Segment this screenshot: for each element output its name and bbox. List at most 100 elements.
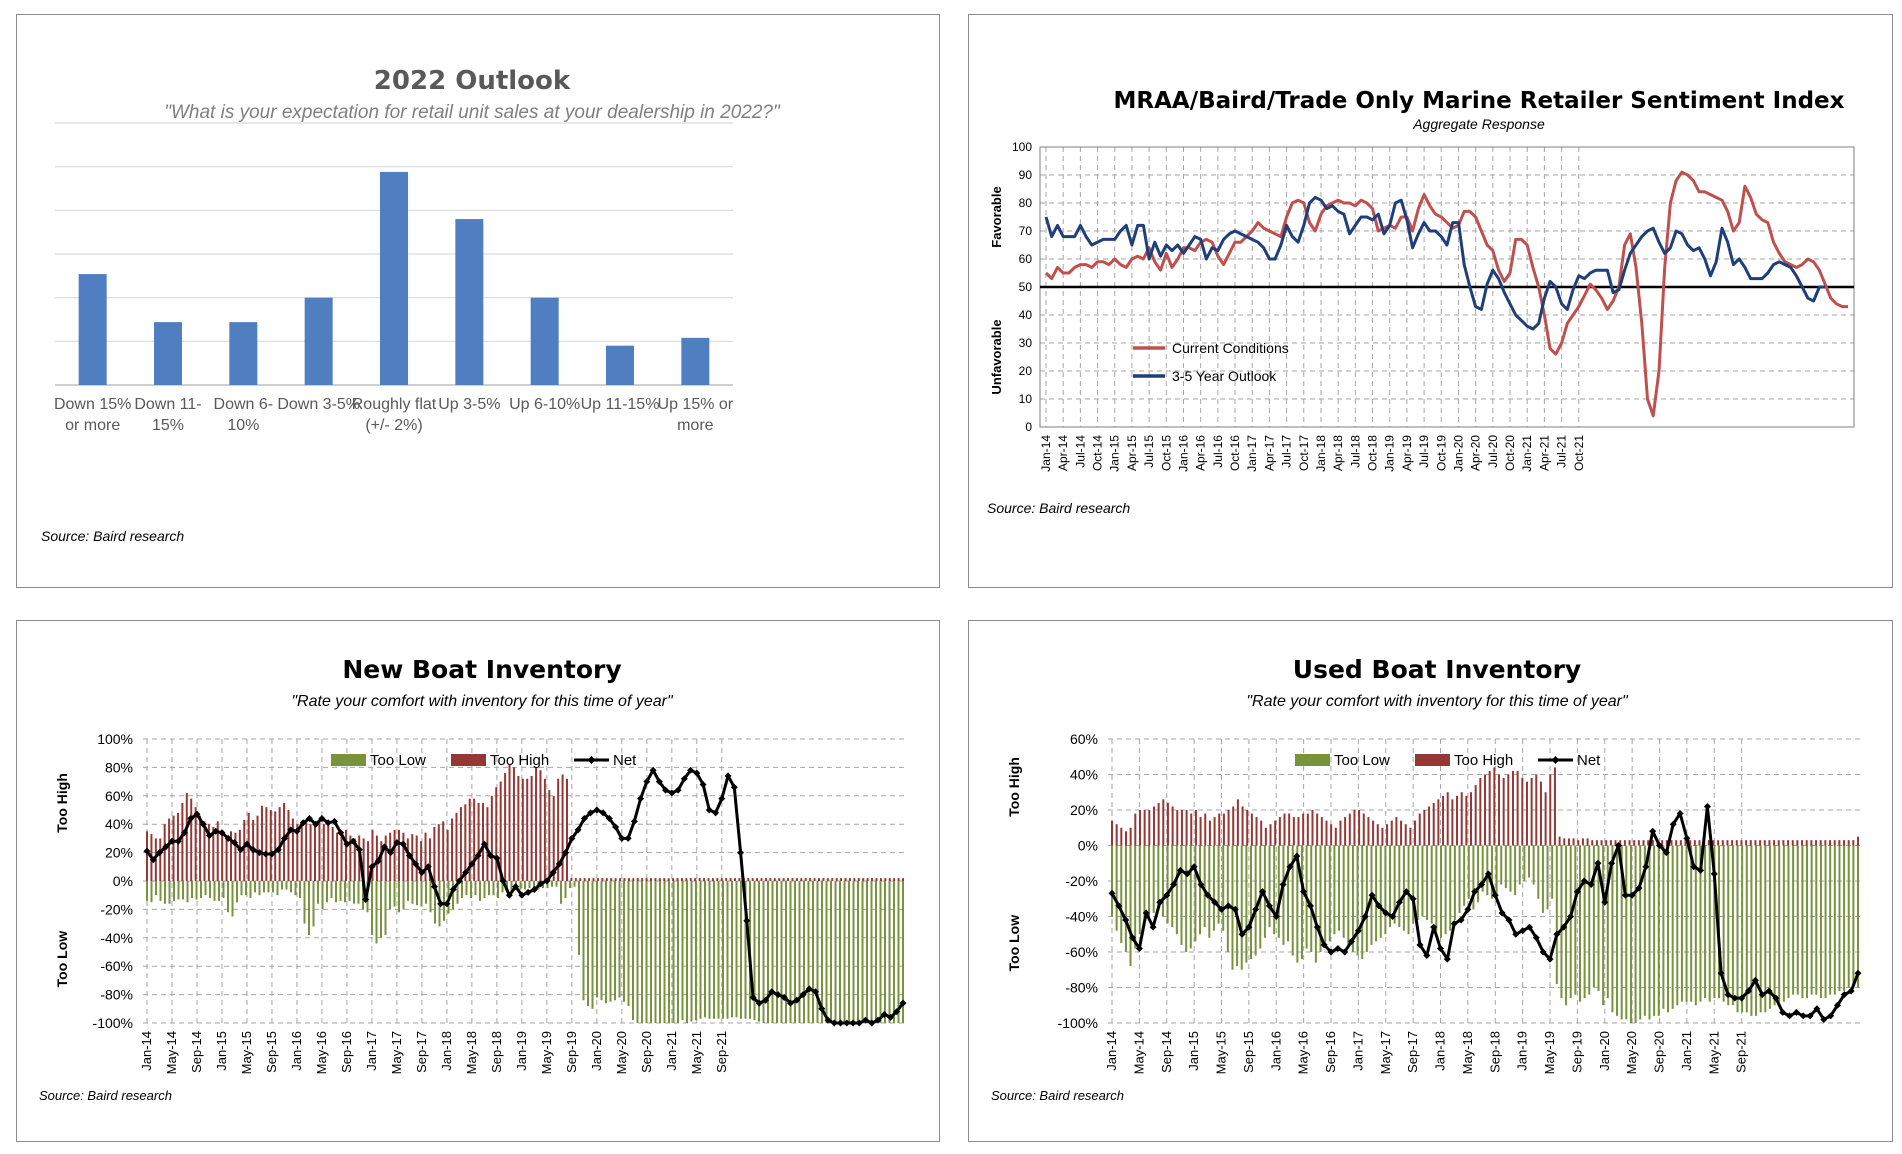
- x-tick-label: Jan-18: [439, 1031, 454, 1071]
- bar: [510, 881, 513, 893]
- bar: [1453, 845, 1456, 921]
- data-point: [1635, 884, 1643, 892]
- bar: [689, 878, 692, 881]
- bar: [1676, 845, 1679, 1006]
- bar: [1393, 845, 1396, 924]
- bar: [1707, 840, 1710, 846]
- x-tick-label: May-16: [314, 1031, 329, 1074]
- x-tick-label: Sep-20: [1652, 1031, 1667, 1073]
- bar: [685, 878, 688, 881]
- y-tick-label: -80%: [100, 987, 133, 1003]
- data-point: [1724, 991, 1732, 999]
- x-tick-label: Oct-19: [1434, 435, 1448, 471]
- bar: [1852, 840, 1855, 846]
- bar: [222, 881, 225, 899]
- chart-source: Source: Baird research: [41, 528, 184, 544]
- data-point: [630, 817, 638, 825]
- bar: [1541, 845, 1544, 913]
- x-tick-label: Sep-14: [1159, 1031, 1174, 1073]
- chart-subtitle: "Rate your comfort with inventory for th…: [291, 693, 674, 710]
- data-point: [455, 877, 463, 885]
- x-tick-label: Apr-20: [1469, 435, 1483, 471]
- bar: [1530, 778, 1533, 846]
- x-tick-label: Sep-17: [414, 1031, 429, 1073]
- data-point: [837, 1019, 845, 1027]
- bar: [1518, 845, 1521, 885]
- y-axis-label-lower: Too Low: [54, 931, 70, 988]
- x-tick-label: Sep-16: [1323, 1031, 1338, 1073]
- outlook-chart: 2022 Outlook "What is your expectation f…: [41, 66, 781, 544]
- y-tick-label: -100%: [1058, 1015, 1098, 1031]
- bar: [1217, 845, 1220, 924]
- data-point: [1847, 987, 1855, 995]
- bar: [834, 881, 837, 1023]
- y-tick-label: 10: [1019, 392, 1033, 406]
- bar: [1446, 792, 1449, 846]
- bar: [1442, 795, 1445, 846]
- bar: [1679, 840, 1682, 846]
- bar: [204, 881, 207, 896]
- bar: [1806, 845, 1809, 999]
- x-tick-label: Jan-14: [139, 1031, 154, 1071]
- bar: [713, 881, 715, 1019]
- data-point: [1703, 802, 1711, 810]
- bar: [1115, 824, 1118, 846]
- bar: [415, 835, 418, 881]
- bar: [1189, 845, 1192, 949]
- bar: [474, 881, 477, 896]
- bar: [699, 881, 702, 1019]
- bar: [1824, 840, 1827, 846]
- bar: [265, 807, 268, 881]
- bar: [1563, 838, 1566, 846]
- x-tick-label: Jul-15: [1142, 435, 1156, 468]
- bar: [1796, 840, 1799, 846]
- data-point: [1512, 930, 1520, 938]
- bar: [1685, 845, 1688, 1002]
- bar: [1409, 827, 1412, 846]
- bar: [888, 881, 891, 1023]
- bar: [473, 798, 476, 881]
- bar: [249, 881, 252, 899]
- data-point: [1450, 920, 1458, 928]
- data-point: [1553, 930, 1561, 938]
- data-point: [1710, 870, 1718, 878]
- data-point: [1190, 863, 1198, 871]
- bar: [804, 878, 807, 881]
- bar: [1204, 813, 1207, 846]
- bar: [1260, 820, 1263, 846]
- bar: [1292, 817, 1295, 846]
- bar: [853, 878, 856, 881]
- legend-swatch: [331, 754, 366, 766]
- x-tick-label: Sep-14: [189, 1031, 204, 1073]
- bar: [267, 881, 270, 893]
- bar: [318, 821, 321, 881]
- bar: [314, 824, 316, 881]
- data-point: [774, 991, 782, 999]
- bar: [619, 878, 622, 881]
- bar: [1620, 845, 1623, 1020]
- bar: [1824, 845, 1827, 999]
- bar: [720, 878, 723, 881]
- bar: [1741, 845, 1744, 1013]
- data-point: [255, 849, 263, 857]
- x-tick-label: Jan-19: [1383, 435, 1397, 472]
- bar: [605, 878, 608, 881]
- bar: [1226, 845, 1229, 952]
- data-point: [1238, 930, 1246, 938]
- bar: [564, 881, 567, 899]
- bar: [778, 878, 781, 881]
- bar: [1152, 845, 1155, 913]
- x-tick-label: Jul-19: [1417, 435, 1431, 468]
- bar: [173, 881, 175, 901]
- bar: [663, 878, 666, 881]
- y-tick-label: 60%: [1070, 731, 1098, 747]
- bar: [519, 881, 522, 890]
- bar: [1138, 845, 1141, 935]
- bar: [1833, 845, 1836, 995]
- data-point: [574, 826, 582, 834]
- x-tick-label: May-14: [164, 1031, 179, 1074]
- bar: [1213, 817, 1216, 846]
- data-point: [524, 888, 532, 896]
- y-tick-label: 40%: [1070, 767, 1098, 783]
- data-point: [1443, 955, 1451, 963]
